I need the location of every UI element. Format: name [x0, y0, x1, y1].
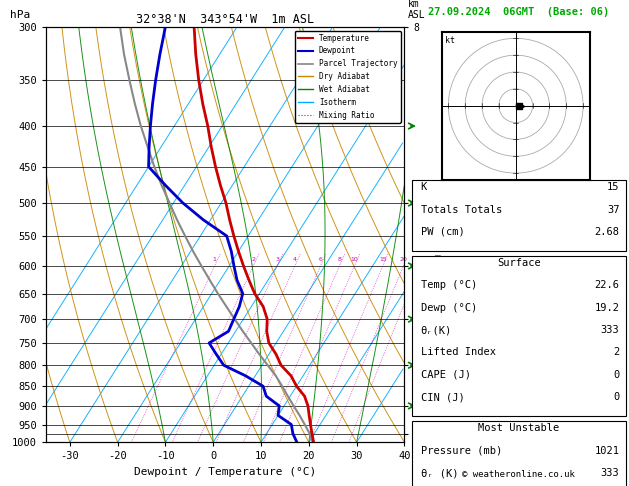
Text: CIN (J): CIN (J) [421, 392, 464, 402]
Text: Pressure (mb): Pressure (mb) [421, 446, 502, 456]
Text: θᵣ(K): θᵣ(K) [421, 325, 452, 335]
Legend: Temperature, Dewpoint, Parcel Trajectory, Dry Adiabat, Wet Adiabat, Isotherm, Mi: Temperature, Dewpoint, Parcel Trajectory… [294, 31, 401, 122]
Text: CAPE (J): CAPE (J) [421, 370, 470, 380]
Text: 2.68: 2.68 [594, 227, 620, 237]
Text: 37: 37 [607, 205, 620, 215]
Y-axis label: Mixing Ratio (g/kg): Mixing Ratio (g/kg) [434, 183, 443, 286]
Bar [412, 180, 626, 251]
Text: θᵣ (K): θᵣ (K) [421, 468, 458, 478]
Text: 10: 10 [350, 257, 359, 262]
Text: 2: 2 [613, 347, 620, 358]
Text: 20: 20 [399, 257, 408, 262]
Text: 6: 6 [319, 257, 323, 262]
Text: Most Unstable: Most Unstable [478, 423, 560, 434]
Text: 333: 333 [601, 325, 620, 335]
Bar [412, 256, 626, 416]
Text: 22.6: 22.6 [594, 280, 620, 291]
Text: 0: 0 [613, 392, 620, 402]
Text: 3: 3 [276, 257, 279, 262]
X-axis label: Dewpoint / Temperature (°C): Dewpoint / Temperature (°C) [134, 467, 316, 477]
Text: 1021: 1021 [594, 446, 620, 456]
Text: Surface: Surface [497, 258, 541, 268]
Text: 15: 15 [379, 257, 387, 262]
Text: K: K [421, 182, 427, 192]
Text: hPa: hPa [10, 11, 30, 20]
Text: 27.09.2024  06GMT  (Base: 06): 27.09.2024 06GMT (Base: 06) [428, 7, 610, 17]
Text: kt: kt [445, 36, 455, 45]
Text: © weatheronline.co.uk: © weatheronline.co.uk [462, 469, 576, 479]
Text: Totals Totals: Totals Totals [421, 205, 502, 215]
Text: 0: 0 [613, 370, 620, 380]
Title: 32°38'N  343°54'W  1m ASL: 32°38'N 343°54'W 1m ASL [136, 13, 314, 26]
Text: Temp (°C): Temp (°C) [421, 280, 477, 291]
Text: 15: 15 [607, 182, 620, 192]
Text: PW (cm): PW (cm) [421, 227, 464, 237]
Text: Dewp (°C): Dewp (°C) [421, 303, 477, 313]
Bar [412, 421, 626, 486]
Text: 19.2: 19.2 [594, 303, 620, 313]
Text: 1: 1 [213, 257, 216, 262]
Text: 4: 4 [293, 257, 297, 262]
Text: km
ASL: km ASL [408, 0, 426, 20]
Text: Lifted Index: Lifted Index [421, 347, 496, 358]
Text: 2: 2 [252, 257, 255, 262]
Text: 8: 8 [338, 257, 342, 262]
Text: 333: 333 [601, 468, 620, 478]
